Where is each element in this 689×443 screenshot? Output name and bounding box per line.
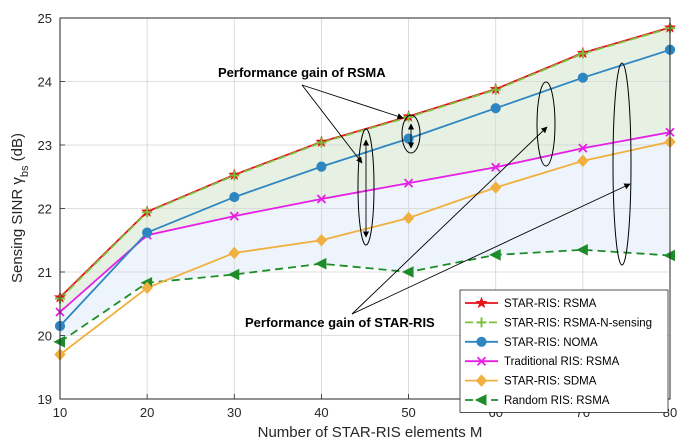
data-point	[229, 211, 239, 221]
annotation-rsma-text: Performance gain of RSMA	[218, 65, 386, 80]
legend-marker	[476, 317, 487, 328]
data-point	[229, 191, 240, 203]
x-axis-label: Number of STAR-RIS elements M	[258, 424, 483, 441]
y-tick-label: 23	[38, 138, 52, 153]
legend-item: Random RIS: RSMA	[465, 394, 610, 407]
data-point	[577, 72, 588, 83]
legend-label: STAR-RIS: SDMA	[504, 376, 597, 388]
legend-item: Traditional RIS: RSMA	[465, 356, 620, 368]
y-tick-label: 25	[38, 11, 52, 26]
data-point	[316, 137, 327, 148]
x-tick-label: 40	[314, 405, 328, 420]
annotation-star-arrow-1	[351, 126, 548, 315]
legend-label: Random RIS: RSMA	[504, 395, 610, 407]
legend-marker	[474, 394, 487, 406]
annotation-star-ellipse-60	[536, 81, 556, 167]
data-point	[403, 112, 414, 123]
y-tick-label: 22	[38, 202, 52, 217]
data-point	[577, 154, 589, 168]
y-tick-label: 19	[38, 392, 52, 407]
legend-label: STAR-RIS: RSMA-N-sensing	[504, 317, 652, 329]
y-axis-label-unit: (dB)	[9, 133, 26, 166]
data-point	[490, 103, 501, 114]
annotation-rsma-gain: Performance gain of RSMA	[218, 65, 421, 246]
legend-label: STAR-RIS: NOMA	[504, 337, 598, 349]
data-point	[403, 178, 414, 188]
annotation-rsma-arrow-2	[301, 84, 404, 120]
legend-marker	[475, 374, 488, 387]
legend-marker	[475, 296, 488, 309]
data-point	[402, 211, 415, 225]
legend-label: Traditional RIS: RSMA	[504, 356, 620, 368]
annotation-star-ellipse-70	[612, 62, 632, 266]
legend-item: STAR-RIS: RSMA-N-sensing	[465, 317, 652, 329]
annotation-rsma-ellipse-50	[401, 114, 421, 154]
data-point	[576, 243, 588, 256]
annotation-star-gain: Performance gain of STAR-RIS	[245, 62, 632, 330]
data-point	[403, 133, 414, 144]
data-point	[142, 207, 153, 218]
y-tick-label: 21	[38, 265, 52, 280]
data-point	[316, 161, 327, 172]
legend-label: STAR-RIS: RSMA	[504, 298, 597, 310]
data-point	[316, 194, 327, 204]
data-point	[577, 48, 588, 59]
y-axis-label-main: Sensing SINR γ	[9, 177, 26, 283]
y-tick-label: 20	[38, 329, 52, 344]
x-tick-label: 30	[227, 405, 241, 420]
legend-marker	[476, 336, 487, 347]
y-tick-label: 24	[38, 75, 52, 90]
data-point	[141, 281, 153, 295]
legend-item: STAR-RIS: RSMA	[465, 296, 597, 310]
data-point	[314, 257, 327, 270]
x-tick-label: 10	[53, 405, 67, 420]
data-point	[228, 246, 240, 260]
data-point	[490, 84, 501, 95]
legend-marker	[476, 356, 487, 366]
legend-item: STAR-RIS: NOMA	[465, 336, 598, 349]
x-tick-label: 20	[140, 405, 154, 420]
data-point	[489, 249, 501, 261]
x-tick-label: 50	[401, 405, 415, 420]
annotation-rsma-ellipse-40	[357, 128, 375, 246]
annotation-star-text: Performance gain of STAR-RIS	[245, 315, 435, 330]
data-point	[229, 170, 240, 181]
data-point	[315, 234, 328, 247]
data-point	[490, 181, 502, 194]
y-axis-label: Sensing SINR γbs (dB)	[9, 133, 31, 283]
legend-item: STAR-RIS: SDMA	[465, 374, 597, 388]
annotation-rsma-arrow-1	[301, 84, 363, 164]
data-point	[578, 143, 588, 153]
legend-box	[459, 289, 669, 413]
data-point	[491, 162, 501, 172]
data-point	[142, 227, 153, 238]
annotation-star-arrow-2	[351, 183, 631, 315]
legend: STAR-RIS: RSMA STAR-RIS: RSMA-N-sensing ST…	[459, 289, 669, 413]
data-point	[227, 268, 240, 281]
data-point	[401, 266, 414, 278]
y-tick-labels: 19 20 21 22 23 24 25	[38, 11, 65, 407]
y-axis-label-subscript: bs	[19, 165, 31, 177]
